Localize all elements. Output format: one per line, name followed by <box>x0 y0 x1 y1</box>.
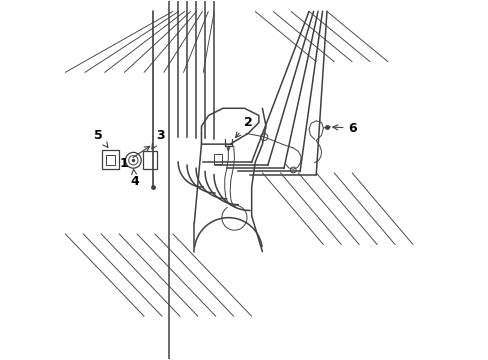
FancyBboxPatch shape <box>102 150 119 168</box>
Text: 3: 3 <box>152 129 164 149</box>
Text: 4: 4 <box>130 169 139 188</box>
Text: 6: 6 <box>332 122 356 135</box>
FancyBboxPatch shape <box>106 154 115 165</box>
Text: 1: 1 <box>119 147 149 170</box>
Text: 2: 2 <box>235 116 252 138</box>
FancyBboxPatch shape <box>214 154 222 164</box>
Text: 5: 5 <box>94 129 108 147</box>
FancyBboxPatch shape <box>142 151 156 168</box>
